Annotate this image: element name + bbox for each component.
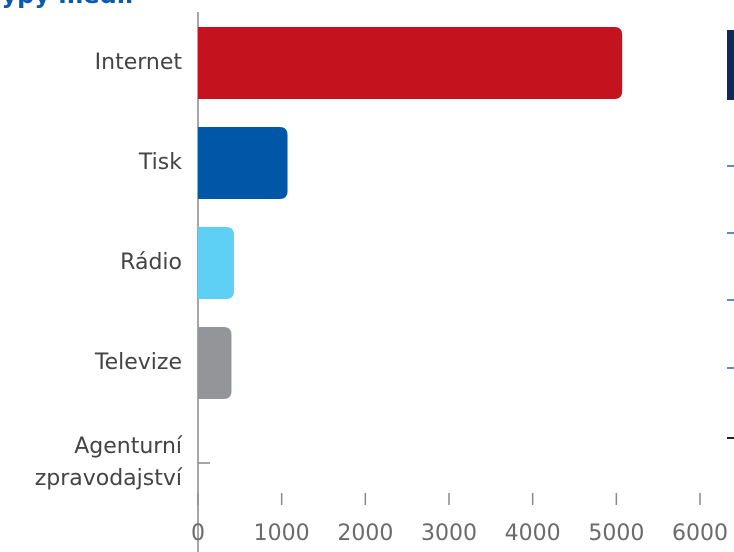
bar xyxy=(198,327,232,399)
y-tick-label: Internet xyxy=(95,50,183,75)
chart-title: Typy médií xyxy=(0,0,135,9)
decoration xyxy=(727,30,734,100)
bar xyxy=(198,27,623,99)
bar xyxy=(198,127,288,199)
x-tick-label: 5000 xyxy=(588,521,644,546)
x-tick-label: 3000 xyxy=(421,521,477,546)
x-tick-label: 4000 xyxy=(505,521,561,546)
x-tick-label: 1000 xyxy=(254,521,310,546)
bar xyxy=(198,227,234,299)
y-tick-label: Televize xyxy=(94,350,182,375)
x-tick-label: 2000 xyxy=(337,521,393,546)
x-tick-label: 0 xyxy=(191,521,205,546)
y-tick-label: Agenturní zpravodajství xyxy=(35,434,183,491)
x-tick-label: 6000 xyxy=(672,521,728,546)
y-tick-label: Rádio xyxy=(120,250,182,275)
y-tick-label: Tisk xyxy=(138,150,182,175)
